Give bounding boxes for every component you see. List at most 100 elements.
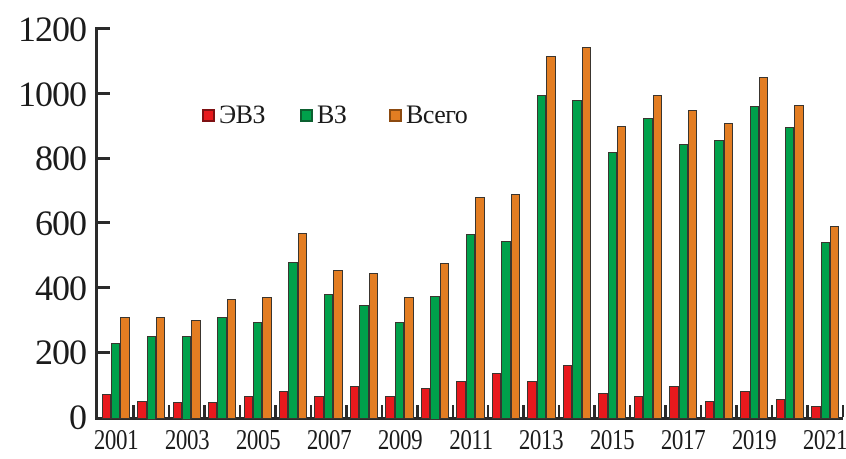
x-tick-1	[132, 405, 135, 417]
x-tick-7	[345, 405, 348, 417]
bar-vz-2001	[111, 342, 121, 420]
x-tick-4	[238, 405, 242, 417]
bar-evz-2020	[775, 399, 786, 420]
bar-vsego-2012	[510, 193, 521, 420]
bar-evz-2008	[349, 386, 360, 420]
legend-swatch-vsego-icon	[389, 108, 402, 122]
bar-evz-2016	[633, 395, 644, 420]
x-axis-label-2007: 2007	[306, 425, 351, 456]
bar-evz-2014	[562, 365, 573, 420]
y-axis-label-0: 0	[69, 397, 87, 437]
bar-vsego-2014	[581, 46, 592, 420]
bar-vz-2009	[394, 321, 405, 420]
bar-evz-2004	[208, 402, 218, 420]
bar-vsego-2006	[297, 232, 308, 420]
bar-vsego-2007	[333, 269, 343, 420]
bar-vsego-2021	[829, 226, 840, 420]
bar-vz-2008	[359, 305, 369, 420]
bar-vz-2017	[678, 143, 689, 420]
x-tick-15	[628, 405, 632, 417]
x-tick-6	[309, 405, 313, 417]
bar-vz-2012	[501, 240, 511, 420]
bar-vsego-2018	[723, 122, 733, 420]
bar-vz-2018	[714, 140, 724, 420]
x-tick-5	[274, 405, 277, 417]
bar-vsego-2015	[617, 125, 627, 420]
x-tick-11	[486, 405, 490, 417]
bar-evz-2007	[314, 395, 324, 420]
bar-vz-2011	[465, 234, 476, 420]
bar-vz-2020	[785, 127, 795, 420]
x-axis-label-2015: 2015	[590, 425, 635, 456]
y-axis-label-200: 200	[35, 332, 87, 373]
x-tick-10	[451, 405, 454, 417]
bar-evz-2010	[420, 387, 431, 420]
bar-evz-2021	[811, 405, 821, 420]
bar-vz-2019	[749, 106, 759, 420]
bar-evz-2009	[385, 395, 395, 420]
x-axis-label-2001: 2001	[93, 425, 139, 456]
bar-evz-2019	[740, 391, 750, 420]
bar-vz-2010	[430, 295, 440, 420]
bar-evz-2013	[527, 381, 537, 420]
bar-vsego-2001	[120, 316, 130, 420]
legend-label-vz: ВЗ	[317, 100, 347, 129]
bar-vz-2004	[217, 316, 227, 420]
bar-evz-2015	[598, 392, 608, 420]
bar-evz-2012	[491, 373, 502, 420]
legend: ЭВЗ ВЗ Всего	[0, 100, 846, 129]
bar-vsego-2008	[368, 273, 379, 420]
x-tick-16	[664, 405, 667, 417]
bar-vz-2015	[607, 151, 618, 420]
bar-evz-2011	[456, 381, 466, 420]
bar-vz-2016	[643, 117, 653, 420]
bar-vsego-2005	[262, 297, 272, 420]
x-tick-21	[841, 405, 845, 417]
x-tick-20	[806, 405, 809, 417]
x-tick-13	[557, 405, 561, 417]
x-axis-label-2019: 2019	[732, 425, 777, 456]
bar-vsego-2013	[546, 56, 556, 420]
x-axis-label-2003: 2003	[164, 425, 210, 456]
bar-evz-2003	[172, 402, 182, 420]
y-axis-label-400: 400	[35, 267, 87, 308]
bar-vsego-2010	[439, 263, 450, 420]
bar-vsego-2017	[688, 109, 698, 420]
x-tick-2	[167, 405, 171, 417]
bar-vsego-2009	[404, 297, 414, 420]
bar-vsego-2002	[155, 316, 166, 420]
y-axis-label-1200: 1200	[18, 8, 87, 49]
x-axis-label-2009: 2009	[377, 425, 422, 456]
y-tick-200	[98, 350, 110, 354]
x-tick-18	[735, 405, 738, 417]
bar-vsego-2020	[794, 104, 804, 420]
x-tick-19	[770, 405, 774, 417]
bar-evz-2005	[243, 395, 253, 420]
x-tick-12	[522, 405, 525, 417]
bar-vz-2021	[820, 242, 830, 420]
bar-evz-2018	[704, 400, 715, 420]
bar-vz-2005	[252, 321, 263, 420]
bar-evz-2006	[279, 391, 289, 420]
bar-vsego-2004	[226, 298, 237, 420]
bar-vz-2006	[288, 261, 298, 420]
bar-evz-2002	[137, 400, 147, 420]
bar-vz-2013	[536, 95, 547, 420]
legend-label-vsego: Всего	[406, 100, 468, 129]
legend-label-evz: ЭВЗ	[219, 100, 266, 129]
y-axis-label-800: 800	[35, 138, 87, 179]
x-axis-label-2017: 2017	[661, 425, 706, 456]
legend-item-vz: ВЗ	[300, 100, 347, 129]
legend-swatch-evz-icon	[202, 108, 215, 122]
x-tick-9	[416, 405, 419, 417]
y-axis-line	[95, 27, 98, 420]
x-tick-14	[593, 405, 596, 417]
bar-evz-2017	[669, 386, 679, 420]
bar-vz-2002	[146, 336, 156, 420]
x-axis-label-2011: 2011	[448, 425, 493, 456]
legend-item-vsego: Всего	[389, 100, 468, 129]
bar-vsego-2003	[191, 319, 201, 420]
y-axis-label-600: 600	[35, 202, 87, 243]
bar-vz-2007	[323, 294, 334, 420]
